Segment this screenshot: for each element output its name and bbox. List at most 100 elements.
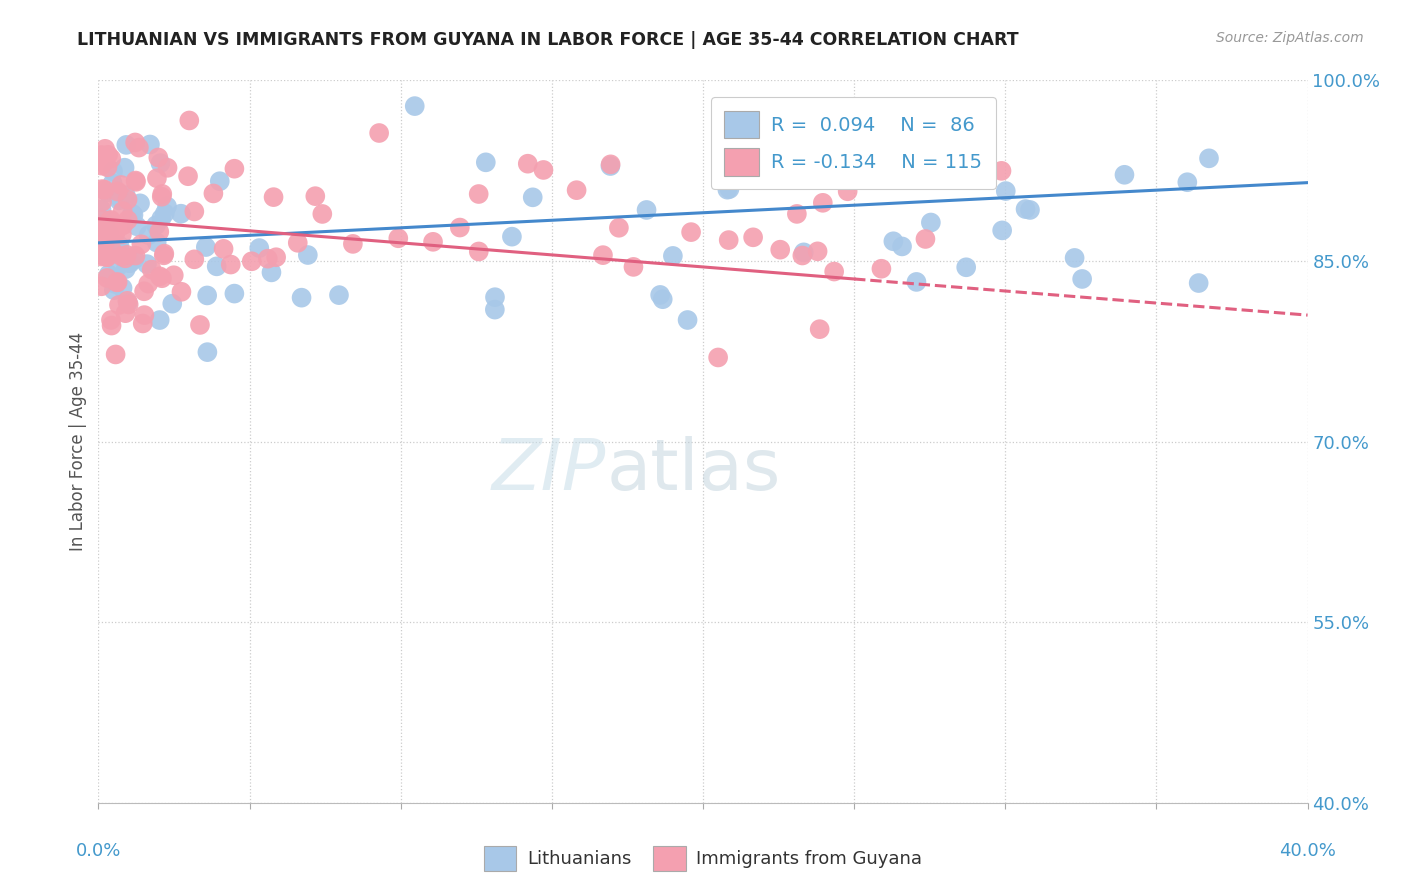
- Point: [163, 268, 186, 283]
- Point: [170, 207, 193, 221]
- Point: [93, 235, 115, 250]
- Point: [1063, 251, 1085, 265]
- Point: [115, 137, 138, 152]
- Point: [823, 264, 845, 278]
- Point: [522, 190, 544, 204]
- Point: [90, 148, 112, 162]
- Point: [387, 231, 409, 245]
- Point: [129, 196, 152, 211]
- Point: [96, 250, 118, 264]
- Point: [162, 296, 184, 310]
- Text: LITHUANIAN VS IMMIGRANTS FROM GUYANA IN LABOR FORCE | AGE 35-44 CORRELATION CHAR: LITHUANIAN VS IMMIGRANTS FROM GUYANA IN …: [77, 31, 1019, 49]
- Point: [328, 288, 350, 302]
- Point: [662, 249, 685, 263]
- Point: [96, 250, 118, 264]
- Point: [599, 157, 621, 171]
- Point: [484, 290, 506, 304]
- Point: [117, 213, 139, 227]
- Point: [112, 219, 135, 233]
- Point: [263, 190, 285, 204]
- Point: [516, 157, 538, 171]
- Point: [368, 126, 391, 140]
- Point: [132, 285, 155, 299]
- Point: [650, 288, 672, 302]
- Point: [501, 229, 523, 244]
- Point: [304, 189, 326, 203]
- Point: [152, 248, 174, 262]
- Point: [91, 248, 114, 262]
- Point: [90, 202, 112, 217]
- Point: [422, 235, 444, 249]
- Point: [717, 233, 740, 247]
- Point: [90, 213, 112, 227]
- Point: [131, 237, 153, 252]
- Point: [1019, 202, 1042, 217]
- Point: [475, 155, 498, 169]
- Point: [134, 308, 156, 322]
- Point: [108, 194, 131, 208]
- Point: [110, 178, 132, 192]
- Point: [1114, 168, 1136, 182]
- Point: [108, 238, 131, 252]
- Point: [100, 152, 122, 166]
- Point: [111, 204, 134, 219]
- Point: [128, 140, 150, 154]
- Point: [114, 161, 136, 175]
- Text: atlas: atlas: [606, 436, 780, 505]
- Point: [96, 271, 118, 285]
- Point: [870, 261, 893, 276]
- Point: [1198, 151, 1220, 165]
- Point: [117, 295, 139, 310]
- Point: [90, 159, 112, 173]
- Point: [90, 241, 112, 255]
- Legend: Lithuanians, Immigrants from Guyana: Lithuanians, Immigrants from Guyana: [477, 838, 929, 879]
- Point: [91, 194, 114, 209]
- Point: [121, 207, 143, 221]
- Point: [146, 171, 169, 186]
- Point: [183, 252, 205, 267]
- Point: [707, 351, 730, 365]
- Point: [256, 252, 278, 266]
- Point: [636, 202, 658, 217]
- Point: [118, 256, 141, 270]
- Point: [153, 206, 176, 220]
- Point: [882, 234, 904, 248]
- Point: [107, 185, 129, 199]
- Point: [920, 215, 942, 229]
- Point: [97, 148, 120, 162]
- Point: [681, 225, 703, 239]
- Point: [114, 306, 136, 320]
- Point: [990, 164, 1012, 178]
- Point: [994, 184, 1017, 198]
- Point: [260, 265, 283, 279]
- Point: [96, 161, 118, 175]
- Point: [905, 275, 928, 289]
- Point: [208, 174, 231, 188]
- Point: [90, 279, 112, 293]
- Point: [90, 233, 112, 247]
- Point: [90, 226, 112, 240]
- Point: [651, 292, 673, 306]
- Point: [742, 230, 765, 244]
- Point: [117, 293, 139, 308]
- Point: [94, 142, 117, 156]
- Point: [484, 302, 506, 317]
- Point: [676, 313, 699, 327]
- Point: [132, 317, 155, 331]
- Point: [104, 347, 127, 361]
- Point: [188, 318, 211, 332]
- Point: [623, 260, 645, 274]
- Point: [114, 188, 136, 202]
- Point: [104, 226, 127, 240]
- Legend: R =  0.094    N =  86, R = -0.134    N = 115: R = 0.094 N = 86, R = -0.134 N = 115: [710, 97, 995, 189]
- Point: [156, 161, 179, 175]
- Point: [100, 318, 122, 333]
- Point: [837, 184, 859, 198]
- Point: [468, 244, 491, 259]
- Point: [224, 286, 246, 301]
- Point: [533, 163, 555, 178]
- Point: [811, 195, 834, 210]
- Point: [145, 219, 167, 233]
- Point: [219, 258, 242, 272]
- Point: [599, 159, 621, 173]
